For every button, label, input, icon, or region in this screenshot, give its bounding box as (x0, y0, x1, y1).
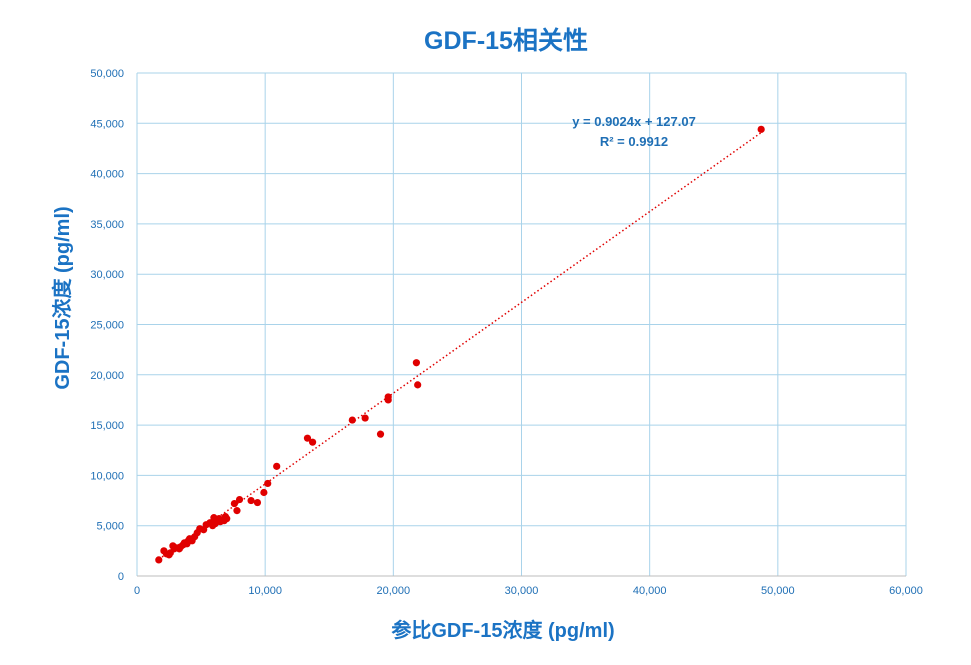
data-point (235, 495, 244, 504)
data-point (384, 393, 392, 401)
data-point (155, 556, 163, 564)
y-tick-label: 45,000 (90, 118, 124, 130)
data-point (757, 125, 765, 133)
trendline (158, 132, 762, 560)
y-tick-label: 35,000 (90, 219, 124, 231)
data-point (308, 438, 317, 446)
axes (136, 73, 906, 577)
y-tick-label: 0 (118, 571, 124, 583)
data-point (412, 359, 421, 367)
trendline-r-squared: R² = 0.9912 (600, 134, 668, 149)
data-point (348, 416, 356, 424)
chart-title: GDF-15相关性 (424, 27, 588, 55)
y-axis-title: GDF-15浓度 (pg/ml) (50, 206, 74, 389)
trendline-group (158, 132, 762, 560)
y-tick-label: 20,000 (90, 370, 124, 382)
x-tick-label: 50,000 (761, 585, 795, 597)
x-tick-label: 0 (134, 585, 140, 597)
data-point (230, 499, 239, 508)
y-tick-label: 5,000 (96, 521, 124, 533)
x-tick-label: 40,000 (633, 585, 667, 597)
grid-lines (137, 72, 907, 576)
data-point (414, 381, 422, 389)
x-axis-title: 参比GDF-15浓度 (pg/ml) (391, 618, 614, 642)
data-point (233, 507, 241, 515)
data-points (155, 125, 765, 564)
y-tick-label: 40,000 (90, 169, 124, 181)
y-tick-label: 25,000 (90, 320, 124, 332)
data-point (303, 434, 312, 442)
data-point (376, 430, 385, 438)
data-point (264, 479, 272, 488)
tick-labels: 0 10,000 20,000 30,000 40,000 50,000 60,000 0 5,… (90, 68, 922, 597)
data-point (253, 498, 262, 507)
trendline-equation: y = 0.9024x + 127.07 (572, 114, 696, 129)
data-point (247, 496, 255, 505)
data-point (223, 515, 231, 523)
data-point (361, 414, 369, 422)
y-tick-label: 15,000 (90, 420, 124, 432)
y-tick-label: 50,000 (90, 68, 124, 80)
y-tick-label: 30,000 (90, 269, 124, 281)
y-tick-label: 10,000 (90, 470, 124, 482)
x-tick-label: 20,000 (377, 585, 411, 597)
data-point (260, 488, 268, 497)
x-tick-label: 60,000 (889, 585, 923, 597)
x-tick-label: 30,000 (505, 585, 539, 597)
data-point (273, 462, 281, 470)
x-tick-label: 10,000 (248, 585, 282, 597)
